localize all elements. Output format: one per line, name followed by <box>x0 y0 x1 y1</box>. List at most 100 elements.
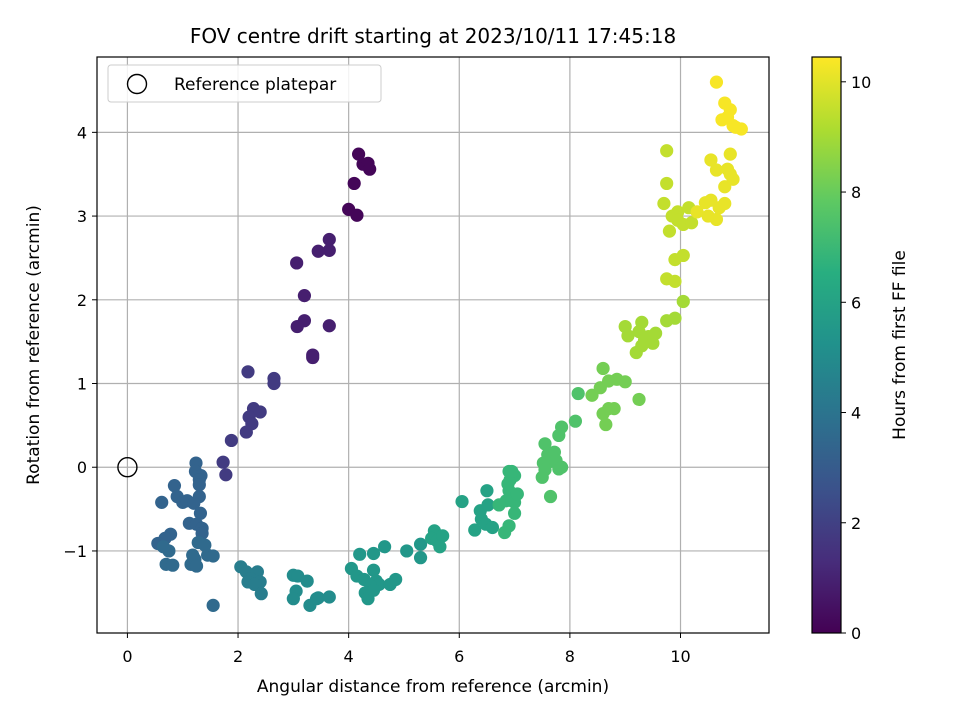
data-point <box>306 350 320 365</box>
data-point <box>254 587 268 601</box>
data-point <box>571 386 585 401</box>
data-point <box>206 598 220 612</box>
x-tick-label: 0 <box>122 647 132 666</box>
legend: Reference platepar <box>107 64 382 103</box>
data-point <box>635 315 649 329</box>
chart-title: FOV centre drift starting at 2023/10/11 … <box>190 24 676 48</box>
data-point <box>286 592 300 606</box>
data-point <box>726 172 740 186</box>
data-point <box>156 540 170 554</box>
data-point <box>657 196 671 211</box>
y-axis-ticks: −1 0 1 2 3 4 <box>63 123 97 561</box>
legend-marker-reference <box>126 73 148 95</box>
x-tick-label: 6 <box>454 647 464 666</box>
data-point <box>189 559 204 573</box>
x-tick-label: 2 <box>233 647 243 666</box>
data-point <box>684 216 699 230</box>
data-point <box>554 420 569 434</box>
y-axis-label: Rotation from reference (arcmin) <box>24 205 44 485</box>
data-point <box>400 544 414 558</box>
data-point <box>347 176 361 191</box>
y-tick-label: 4 <box>77 123 87 142</box>
y-tick-label: 0 <box>77 458 87 477</box>
legend-box <box>107 64 382 103</box>
data-point <box>468 523 482 537</box>
data-point <box>709 163 724 177</box>
colorbar-label: Hours from first FF file <box>890 250 910 440</box>
x-tick-label: 8 <box>565 647 575 666</box>
data-point <box>290 256 304 270</box>
y-tick-label: 2 <box>77 291 87 310</box>
data-point <box>366 583 381 597</box>
colorbar-tick-label: 8 <box>851 183 861 202</box>
data-point <box>433 540 447 554</box>
data-point <box>676 294 690 309</box>
data-point <box>507 506 522 520</box>
data-point <box>193 506 208 520</box>
colorbar-ticks: 0 2 4 6 8 10 <box>841 73 871 643</box>
data-point <box>632 392 646 407</box>
data-point <box>216 455 230 469</box>
data-point <box>352 147 366 161</box>
data-point <box>535 470 549 484</box>
data-point <box>192 478 206 492</box>
data-point <box>568 414 583 428</box>
colorbar-gradient <box>811 56 842 634</box>
data-point <box>718 196 732 211</box>
data-point <box>635 339 649 353</box>
data-point <box>485 520 500 535</box>
data-point <box>363 162 377 176</box>
data-point <box>311 244 325 258</box>
y-tick-label: −1 <box>63 542 87 561</box>
data-point <box>618 375 632 389</box>
data-point <box>660 176 674 191</box>
data-point <box>378 540 392 554</box>
reference-marker-layer <box>117 457 138 478</box>
data-point <box>248 577 262 592</box>
data-point <box>690 205 704 219</box>
data-point <box>267 376 281 391</box>
data-point <box>239 425 253 439</box>
y-tick-label: 1 <box>77 375 87 394</box>
data-point <box>543 489 558 504</box>
data-point <box>596 361 610 376</box>
data-point <box>309 592 324 606</box>
colorbar-tick-label: 6 <box>851 293 861 312</box>
data-point <box>322 590 336 604</box>
colorbar-tick-label: 10 <box>851 73 871 92</box>
data-point <box>322 319 336 333</box>
y-tick-label: 3 <box>77 207 87 226</box>
data-point <box>224 433 238 448</box>
data-point <box>676 248 690 263</box>
data-point <box>366 563 381 577</box>
colorbar-tick-label: 2 <box>851 514 861 533</box>
data-points <box>151 75 748 612</box>
data-point <box>599 417 613 432</box>
data-point <box>607 402 621 416</box>
data-point <box>166 558 180 572</box>
x-tick-label: 10 <box>670 647 690 666</box>
data-point <box>538 437 552 451</box>
data-point <box>646 336 660 350</box>
data-point <box>480 484 494 498</box>
plot-frame <box>96 56 770 634</box>
reference-platepar-marker <box>117 457 138 478</box>
data-point <box>662 224 677 238</box>
x-axis-label: Angular distance from reference (arcmin) <box>257 677 609 697</box>
data-point <box>253 405 267 419</box>
data-point <box>481 498 495 512</box>
data-point <box>720 162 735 176</box>
data-point <box>505 464 519 479</box>
x-tick-label: 4 <box>344 647 354 666</box>
colorbar-tick-label: 4 <box>851 404 861 423</box>
data-point <box>510 487 524 501</box>
data-point <box>621 329 635 343</box>
x-axis-ticks: 0 2 4 6 8 10 <box>122 633 691 666</box>
data-point <box>723 147 737 161</box>
data-point <box>709 75 724 89</box>
data-point <box>455 494 469 509</box>
data-point <box>300 574 314 588</box>
data-point <box>206 549 220 563</box>
data-point <box>436 529 450 543</box>
